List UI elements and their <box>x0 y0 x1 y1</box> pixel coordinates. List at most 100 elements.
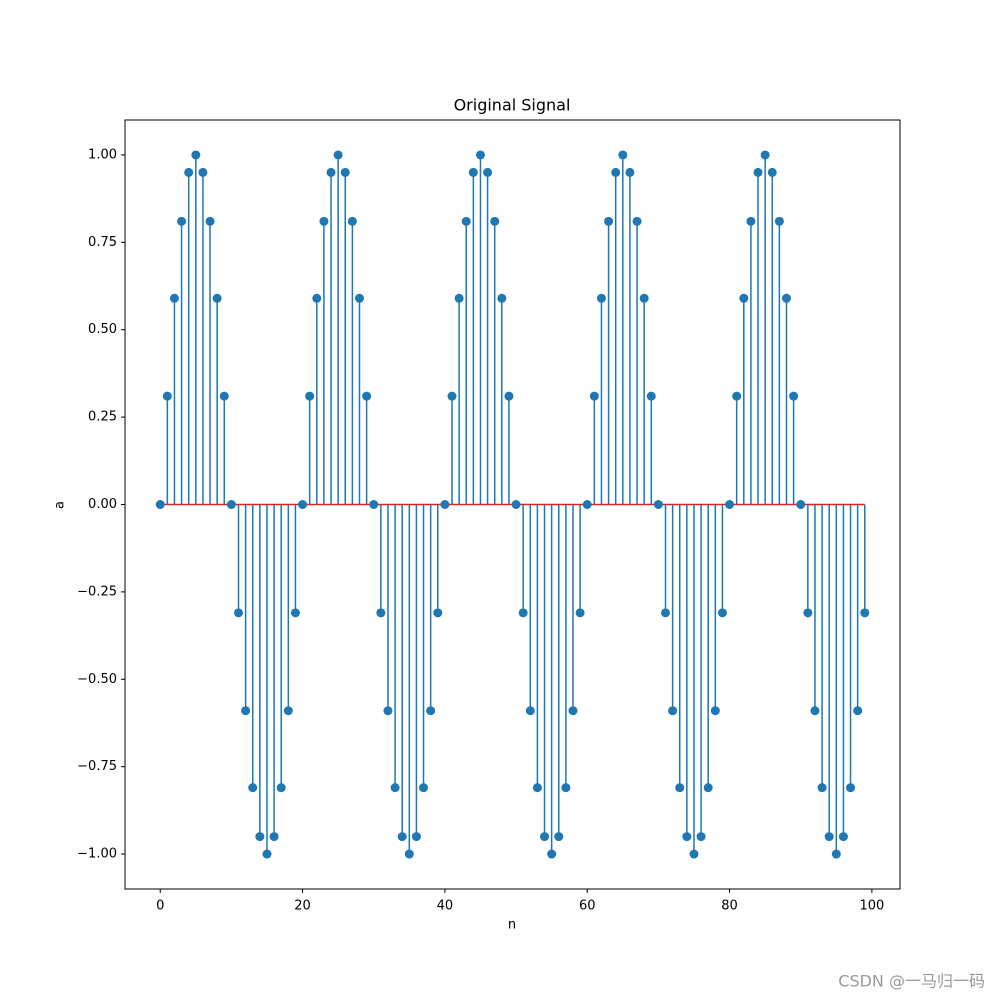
marker <box>369 500 379 509</box>
x-tick-label: 60 <box>579 899 596 914</box>
marker <box>732 391 742 401</box>
marker <box>326 167 336 177</box>
marker <box>219 391 229 401</box>
marker <box>354 293 364 303</box>
marker <box>454 293 464 303</box>
marker <box>483 167 493 177</box>
marker <box>781 293 791 303</box>
marker <box>846 783 856 793</box>
marker <box>703 783 713 793</box>
marker <box>739 293 749 303</box>
marker <box>853 706 863 716</box>
marker <box>838 832 848 842</box>
marker <box>383 706 393 716</box>
marker <box>198 167 208 177</box>
marker <box>433 608 443 618</box>
x-tick-label: 100 <box>859 899 884 914</box>
marker <box>561 783 571 793</box>
marker <box>191 150 201 160</box>
marker <box>390 783 400 793</box>
marker <box>746 216 756 226</box>
y-tick-label: 1.00 <box>88 147 117 162</box>
chart-title: Original Signal <box>454 96 571 115</box>
marker <box>661 608 671 618</box>
marker <box>760 150 770 160</box>
marker <box>696 832 706 842</box>
marker <box>817 783 827 793</box>
marker <box>497 293 507 303</box>
marker <box>767 167 777 177</box>
y-tick-label: 0.75 <box>88 235 117 250</box>
marker <box>447 391 457 401</box>
marker <box>283 706 293 716</box>
marker <box>461 216 471 226</box>
marker <box>525 706 535 716</box>
marker <box>504 391 514 401</box>
marker <box>234 608 244 618</box>
x-tick-label: 0 <box>156 899 164 914</box>
marker <box>468 167 478 177</box>
marker <box>376 608 386 618</box>
marker <box>362 391 372 401</box>
marker <box>717 608 727 618</box>
marker <box>162 391 172 401</box>
watermark: CSDN @一马归一码 <box>838 972 985 991</box>
marker <box>419 783 429 793</box>
marker <box>675 783 685 793</box>
marker <box>305 391 315 401</box>
marker <box>532 783 542 793</box>
marker <box>625 167 635 177</box>
marker <box>518 608 528 618</box>
marker <box>611 167 621 177</box>
y-tick-label: −0.50 <box>77 672 117 687</box>
marker <box>397 832 407 842</box>
marker <box>596 293 606 303</box>
marker <box>276 783 286 793</box>
marker <box>810 706 820 716</box>
marker <box>475 150 485 160</box>
y-tick-label: −0.75 <box>77 759 117 774</box>
y-axis-label: a <box>53 501 68 509</box>
marker <box>710 706 720 716</box>
marker <box>262 849 272 859</box>
marker <box>682 832 692 842</box>
marker <box>205 216 215 226</box>
marker <box>789 391 799 401</box>
marker <box>540 832 550 842</box>
marker <box>668 706 678 716</box>
marker <box>632 216 642 226</box>
marker <box>241 706 251 716</box>
marker <box>639 293 649 303</box>
marker <box>426 706 436 716</box>
marker <box>440 500 450 509</box>
marker <box>824 832 834 842</box>
marker <box>298 500 308 509</box>
marker <box>212 293 222 303</box>
marker <box>340 167 350 177</box>
marker <box>269 832 279 842</box>
marker <box>554 832 564 842</box>
marker <box>312 293 322 303</box>
x-tick-label: 80 <box>721 899 738 914</box>
x-axis-label: n <box>508 918 516 933</box>
marker <box>177 216 187 226</box>
marker <box>319 216 329 226</box>
y-tick-label: −0.25 <box>77 584 117 599</box>
x-tick-label: 40 <box>437 899 454 914</box>
marker <box>255 832 265 842</box>
marker <box>511 500 521 509</box>
marker <box>333 150 343 160</box>
marker <box>618 150 628 160</box>
marker <box>248 783 258 793</box>
y-tick-label: 0.50 <box>88 322 117 337</box>
marker <box>347 216 357 226</box>
y-tick-label: 0.00 <box>88 497 117 512</box>
marker <box>169 293 179 303</box>
marker <box>774 216 784 226</box>
marker <box>184 167 194 177</box>
marker <box>725 500 735 509</box>
y-tick-label: −1.00 <box>77 847 117 862</box>
marker <box>803 608 813 618</box>
